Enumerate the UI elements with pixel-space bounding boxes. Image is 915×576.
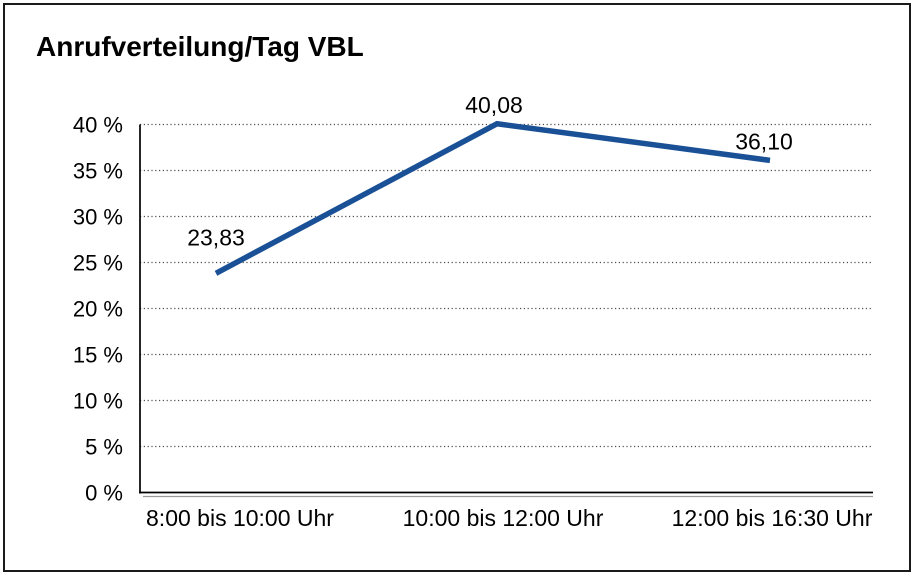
x-axis-category-label: 10:00 bis 12:00 Uhr (403, 505, 604, 531)
data-point-label: 40,08 (465, 92, 523, 118)
y-axis-tick-label: 20 % (73, 297, 123, 322)
x-axis-category-label: 8:00 bis 10:00 Uhr (146, 505, 334, 531)
y-axis-tick-label: 35 % (73, 159, 123, 184)
y-axis-tick-label: 0 % (85, 481, 123, 506)
y-axis-tick-label: 30 % (73, 205, 123, 230)
y-axis-tick-label: 15 % (73, 343, 123, 368)
y-axis-tick-label: 5 % (85, 435, 123, 460)
chart-title: Anrufverteilung/Tag VBL (36, 31, 364, 62)
data-point-label: 36,10 (735, 128, 793, 154)
y-axis-tick-label: 40 % (73, 113, 123, 138)
x-axis-category-label: 12:00 bis 16:30 Uhr (672, 505, 873, 531)
y-axis-tick-label: 10 % (73, 389, 123, 414)
data-point-label: 23,83 (187, 224, 245, 250)
series-line (214, 120, 771, 276)
y-axis-tick-label: 25 % (73, 251, 123, 276)
chart-frame (3, 3, 911, 572)
